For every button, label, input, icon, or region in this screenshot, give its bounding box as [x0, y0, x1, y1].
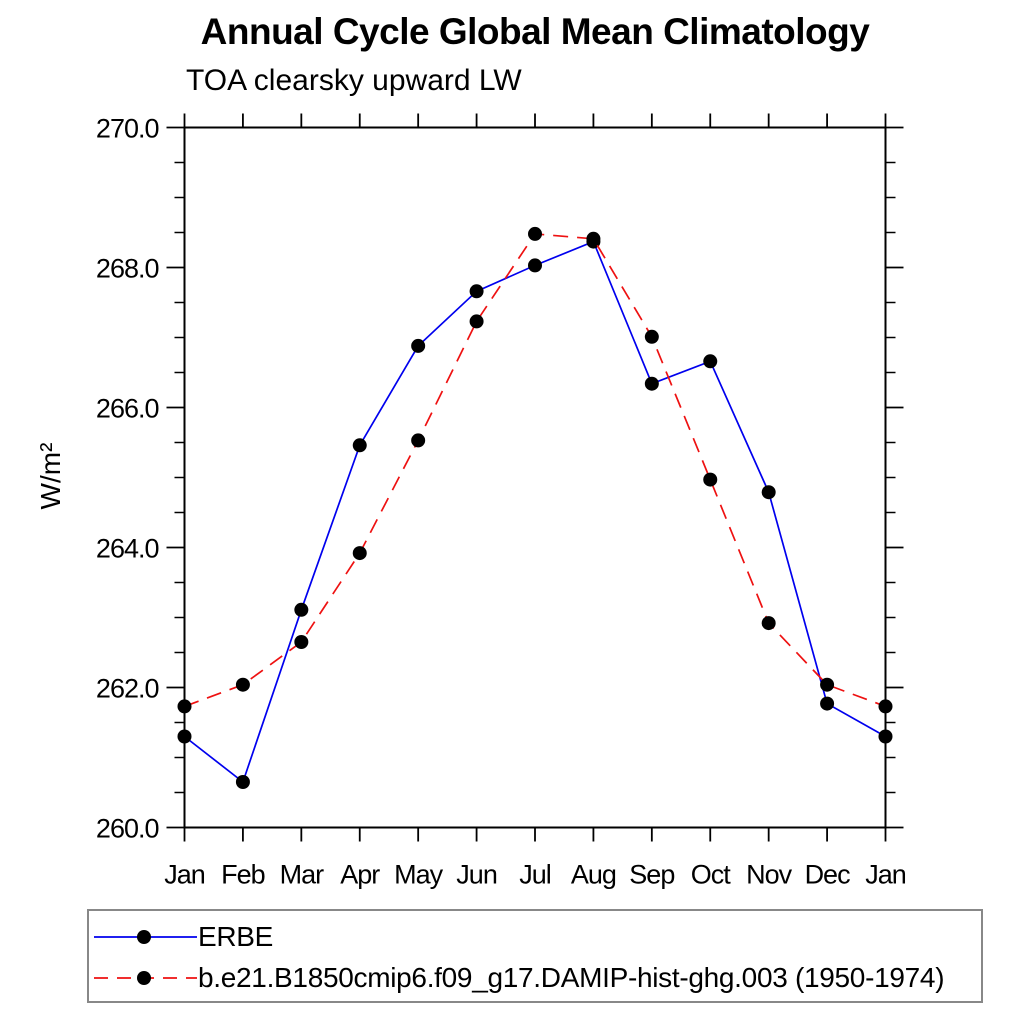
legend-box: ERBE b.e21.B1850cmip6.f09_g17.DAMIP-hist-…: [87, 909, 983, 1003]
data-point-model: [586, 231, 601, 246]
data-point-model: [294, 635, 309, 649]
legend-marker-icon: [137, 929, 151, 944]
y-tick-label: 264.0: [96, 534, 159, 564]
y-tick-label: 268.0: [96, 254, 159, 284]
data-point-erbe: [352, 438, 367, 453]
data-point-erbe: [411, 338, 426, 353]
legend-line-sample: [94, 970, 197, 985]
y-tick-label: 270.0: [96, 114, 159, 144]
data-point-erbe: [235, 775, 250, 789]
legend-label: b.e21.B1850cmip6.f09_g17.DAMIP-hist-ghg.…: [198, 961, 945, 993]
x-tick-label: Jan: [865, 860, 906, 890]
x-tick-label: Dec: [805, 860, 851, 890]
legend-item: ERBE: [94, 916, 981, 957]
x-tick-label: Nov: [746, 860, 793, 890]
series-line-model: [184, 233, 886, 708]
x-tick-label: Jan: [164, 860, 205, 890]
series-line-erbe: [183, 240, 886, 784]
y-tick-label: 262.0: [96, 674, 159, 704]
x-tick-label: May: [394, 860, 444, 890]
data-point-erbe: [177, 729, 192, 744]
data-point-erbe: [528, 258, 542, 273]
x-tick-label: Jun: [456, 860, 497, 890]
y-tick-label: 260.0: [96, 814, 159, 844]
data-point-model: [469, 314, 484, 329]
data-point-model: [644, 329, 659, 344]
data-point-model: [820, 677, 835, 692]
legend-line-sample: [94, 929, 197, 944]
x-tick-label: Aug: [571, 860, 616, 890]
data-point-erbe: [644, 376, 659, 391]
x-tick-label: Apr: [340, 860, 380, 890]
legend-label: ERBE: [198, 920, 274, 952]
data-point-model: [235, 677, 250, 692]
x-tick-label: Jul: [519, 860, 551, 890]
data-point-model: [528, 226, 542, 241]
data-point-erbe: [294, 602, 309, 617]
data-point-model: [411, 433, 426, 448]
x-tick-label: Mar: [280, 860, 325, 890]
data-point-model: [703, 472, 718, 487]
y-tick-label: 266.0: [96, 394, 159, 424]
data-point-model: [177, 699, 192, 714]
data-point-erbe: [703, 354, 718, 369]
x-tick-label: Feb: [221, 860, 265, 890]
legend-marker-icon: [137, 970, 151, 985]
data-point-model: [761, 616, 776, 631]
x-tick-label: Oct: [691, 860, 732, 890]
data-point-erbe: [761, 485, 776, 500]
data-point-model: [352, 546, 367, 561]
data-point-erbe: [469, 284, 484, 299]
data-point-model: [878, 699, 893, 714]
chart-subtitle: TOA clearsky upward LW: [186, 64, 522, 97]
x-tick-label: Sep: [629, 860, 674, 890]
chart-title: Annual Cycle Global Mean Climatology: [200, 11, 870, 52]
data-point-erbe: [820, 696, 835, 711]
data-point-erbe: [878, 729, 893, 744]
legend-item: b.e21.B1850cmip6.f09_g17.DAMIP-hist-ghg.…: [94, 957, 981, 998]
